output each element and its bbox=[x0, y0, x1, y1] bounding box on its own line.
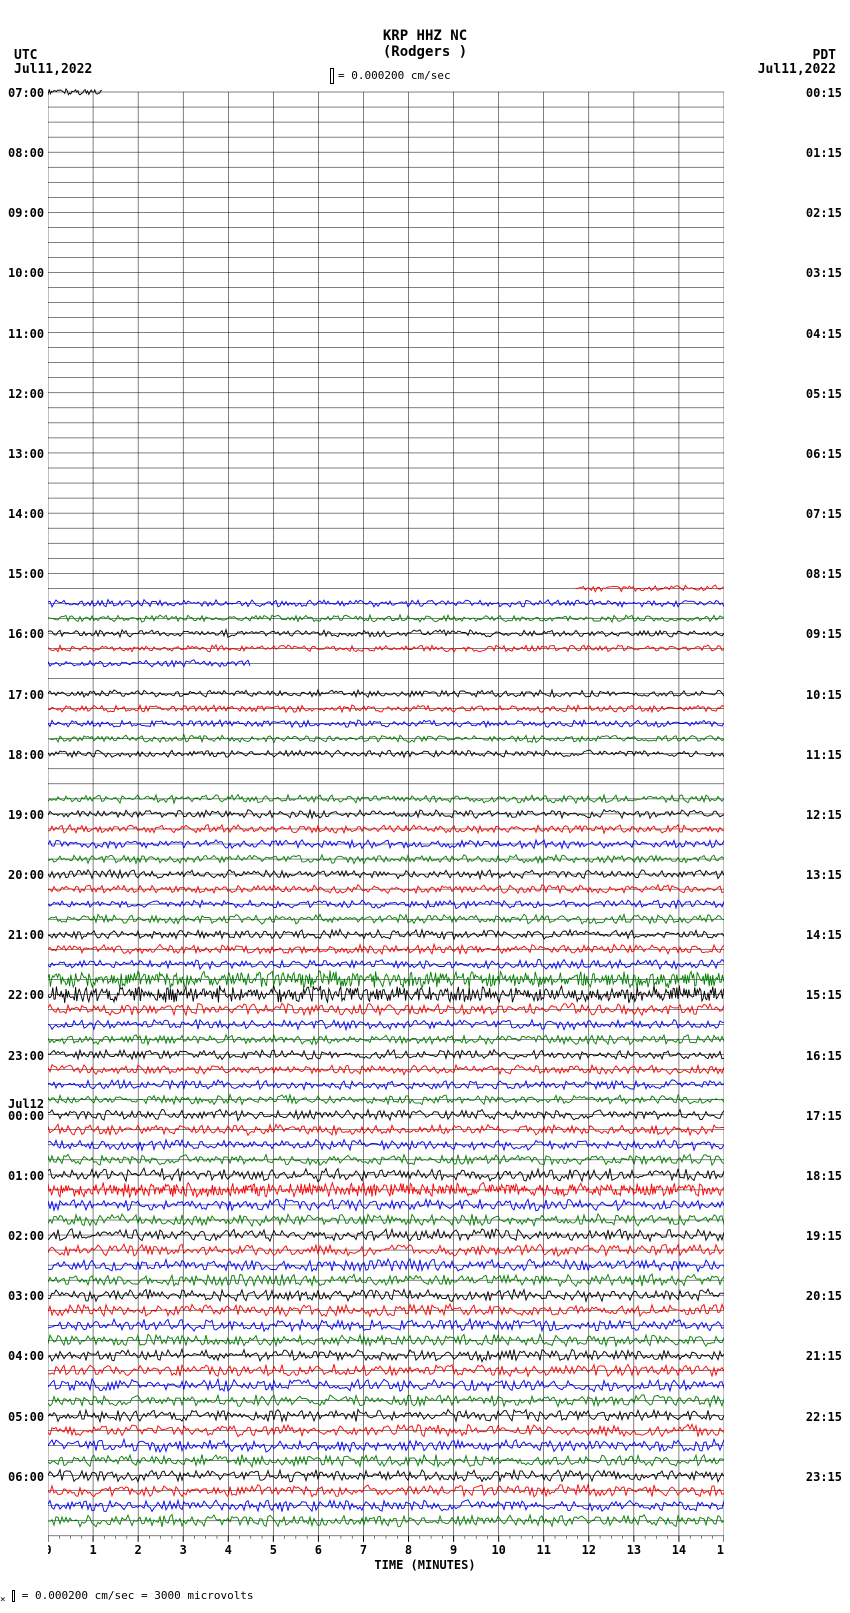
pdt-hour-label: 11:15 bbox=[806, 748, 842, 762]
pdt-hour-label: 06:15 bbox=[806, 447, 842, 461]
utc-hour-label: 05:00 bbox=[8, 1410, 44, 1424]
utc-hour-label: 10:00 bbox=[8, 266, 44, 280]
utc-hour-label: 09:00 bbox=[8, 206, 44, 220]
svg-text:8: 8 bbox=[405, 1543, 412, 1557]
utc-hour-label: 12:00 bbox=[8, 387, 44, 401]
pdt-hour-label: 05:15 bbox=[806, 387, 842, 401]
scale-note-text: = 0.000200 cm/sec bbox=[338, 69, 451, 82]
utc-hour-label: 04:00 bbox=[8, 1349, 44, 1363]
pdt-hour-label: 00:15 bbox=[806, 86, 842, 100]
pdt-hour-label: 15:15 bbox=[806, 988, 842, 1002]
pdt-hour-label: 23:15 bbox=[806, 1470, 842, 1484]
station-title: KRP HHZ NC bbox=[0, 28, 850, 44]
utc-hour-label: 02:00 bbox=[8, 1229, 44, 1243]
pdt-hour-label: 13:15 bbox=[806, 868, 842, 882]
seismogram-container: KRP HHZ NC (Rodgers ) UTC Jul11,2022 PDT… bbox=[0, 0, 850, 1613]
svg-text:14: 14 bbox=[672, 1543, 686, 1557]
pdt-hour-label: 16:15 bbox=[806, 1049, 842, 1063]
pdt-hour-label: 18:15 bbox=[806, 1169, 842, 1183]
utc-hour-label: 23:00 bbox=[8, 1049, 44, 1063]
date-left-label: Jul11,2022 bbox=[14, 62, 92, 77]
utc-hour-label: 22:00 bbox=[8, 988, 44, 1002]
pdt-hour-label: 08:15 bbox=[806, 567, 842, 581]
xaxis-label: TIME (MINUTES) bbox=[0, 1558, 850, 1572]
utc-hour-label: 19:00 bbox=[8, 808, 44, 822]
station-subtitle: (Rodgers ) bbox=[0, 44, 850, 60]
utc-hour-label: 20:00 bbox=[8, 868, 44, 882]
pdt-hour-label: 20:15 bbox=[806, 1289, 842, 1303]
utc-hour-label: 15:00 bbox=[8, 567, 44, 581]
utc-hour-label: 18:00 bbox=[8, 748, 44, 762]
svg-text:6: 6 bbox=[315, 1543, 322, 1557]
pdt-hour-label: 03:15 bbox=[806, 266, 842, 280]
utc-hour-label: 14:00 bbox=[8, 507, 44, 521]
utc-hour-label: 01:00 bbox=[8, 1169, 44, 1183]
date-right-label: Jul11,2022 bbox=[758, 62, 836, 77]
svg-text:12: 12 bbox=[582, 1543, 596, 1557]
svg-text:1: 1 bbox=[89, 1543, 96, 1557]
tz-right-label: PDT bbox=[813, 48, 836, 63]
pdt-hour-label: 04:15 bbox=[806, 327, 842, 341]
pdt-hour-label: 12:15 bbox=[806, 808, 842, 822]
pdt-hour-label: 22:15 bbox=[806, 1410, 842, 1424]
pdt-hour-label: 17:15 bbox=[806, 1109, 842, 1123]
utc-hour-label: 11:00 bbox=[8, 327, 44, 341]
svg-text:10: 10 bbox=[491, 1543, 505, 1557]
utc-hour-label: 17:00 bbox=[8, 688, 44, 702]
svg-text:15: 15 bbox=[717, 1543, 724, 1557]
pdt-hour-label: 07:15 bbox=[806, 507, 842, 521]
svg-text:13: 13 bbox=[627, 1543, 641, 1557]
tz-left-label: UTC bbox=[14, 48, 37, 63]
utc-hour-label: 07:00 bbox=[8, 86, 44, 100]
svg-text:4: 4 bbox=[225, 1543, 232, 1557]
utc-hour-label: 06:00 bbox=[8, 1470, 44, 1484]
svg-text:5: 5 bbox=[270, 1543, 277, 1557]
footer-text: = 0.000200 cm/sec = 3000 microvolts bbox=[22, 1589, 254, 1602]
pdt-hour-label: 19:15 bbox=[806, 1229, 842, 1243]
svg-text:9: 9 bbox=[450, 1543, 457, 1557]
utc-hour-label: 03:00 bbox=[8, 1289, 44, 1303]
pdt-hour-label: 02:15 bbox=[806, 206, 842, 220]
pdt-hour-label: 21:15 bbox=[806, 1349, 842, 1363]
pdt-hour-label: 01:15 bbox=[806, 146, 842, 160]
svg-text:3: 3 bbox=[180, 1543, 187, 1557]
scale-note: = 0.000200 cm/sec bbox=[330, 68, 451, 84]
pdt-hour-label: 10:15 bbox=[806, 688, 842, 702]
svg-text:7: 7 bbox=[360, 1543, 367, 1557]
utc-hour-label: 08:00 bbox=[8, 146, 44, 160]
footer-note: × = 0.000200 cm/sec = 3000 microvolts bbox=[0, 1589, 254, 1605]
pdt-hour-label: 14:15 bbox=[806, 928, 842, 942]
svg-text:2: 2 bbox=[135, 1543, 142, 1557]
svg-text:11: 11 bbox=[537, 1543, 551, 1557]
utc-hour-label: 00:00 bbox=[8, 1109, 44, 1123]
utc-hour-label: 13:00 bbox=[8, 447, 44, 461]
pdt-hour-label: 09:15 bbox=[806, 627, 842, 641]
seismogram-plot: 0123456789101112131415 bbox=[48, 88, 724, 1532]
utc-hour-label: 21:00 bbox=[8, 928, 44, 942]
seismogram-svg: 0123456789101112131415 bbox=[48, 88, 724, 1572]
svg-text:0: 0 bbox=[48, 1543, 52, 1557]
utc-hour-label: 16:00 bbox=[8, 627, 44, 641]
